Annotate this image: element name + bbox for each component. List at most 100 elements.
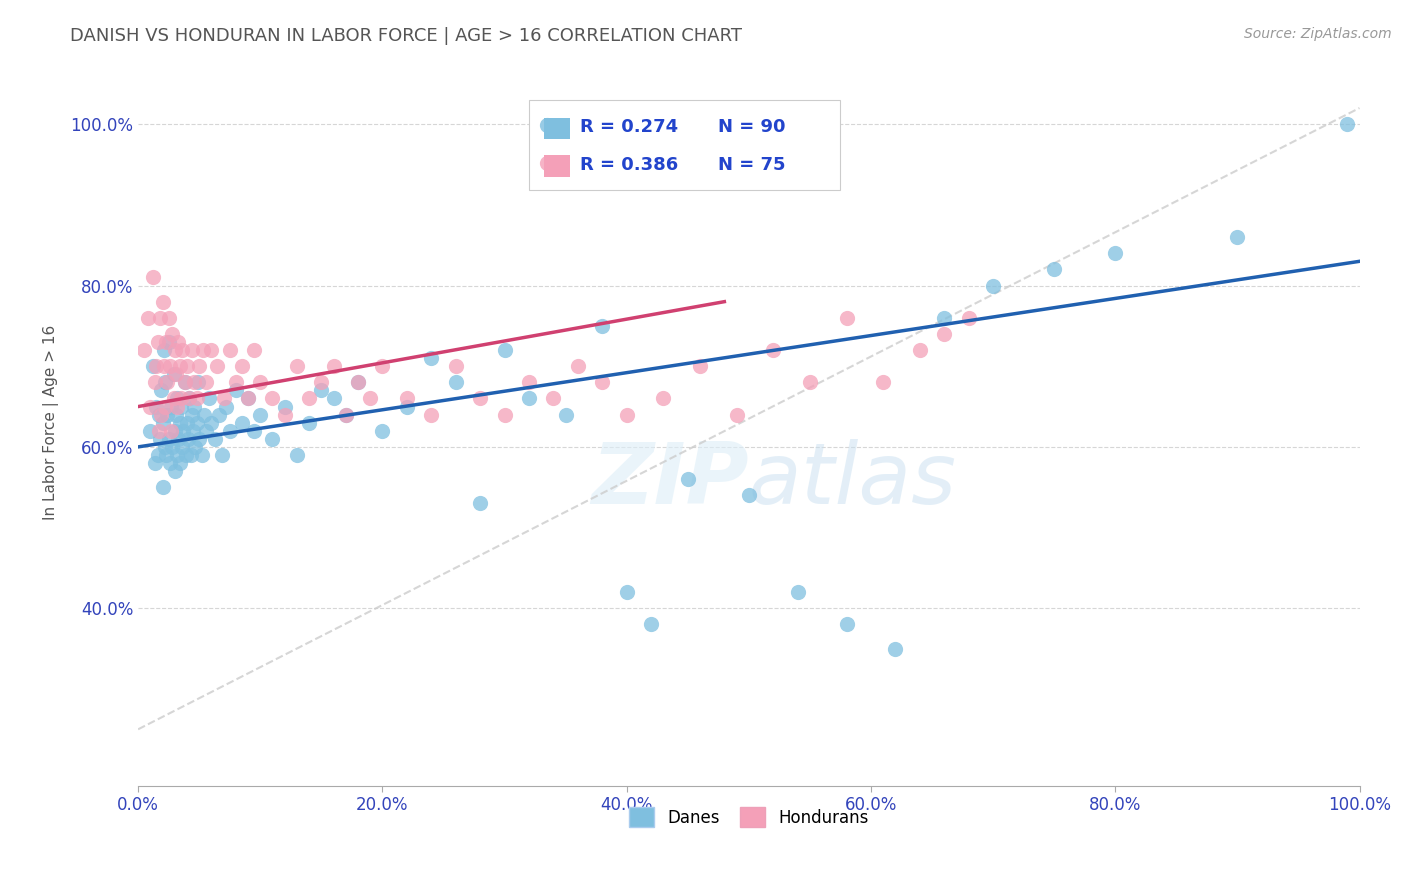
- Point: [335, 408, 357, 422]
- Point: [725, 408, 748, 422]
- Point: [157, 310, 180, 325]
- Y-axis label: In Labor Force | Age > 16: In Labor Force | Age > 16: [44, 325, 59, 520]
- Point: [872, 376, 894, 390]
- Point: [494, 343, 516, 357]
- Point: [762, 343, 785, 357]
- Text: R = 0.274: R = 0.274: [581, 118, 678, 136]
- Point: [249, 408, 271, 422]
- Point: [311, 384, 333, 398]
- Point: [193, 408, 215, 422]
- Point: [1336, 117, 1358, 131]
- Point: [145, 400, 167, 414]
- Point: [347, 376, 370, 390]
- Point: [273, 400, 295, 414]
- Point: [179, 392, 201, 406]
- Point: [169, 456, 191, 470]
- Point: [152, 480, 174, 494]
- Text: DANISH VS HONDURAN IN LABOR FORCE | AGE > 16 CORRELATION CHART: DANISH VS HONDURAN IN LABOR FORCE | AGE …: [70, 27, 742, 45]
- Point: [188, 432, 211, 446]
- Point: [162, 440, 184, 454]
- Point: [187, 376, 209, 390]
- Text: atlas: atlas: [749, 439, 957, 523]
- Point: [167, 334, 190, 349]
- Point: [359, 392, 381, 406]
- Text: N = 75: N = 75: [718, 156, 786, 174]
- Point: [884, 641, 907, 656]
- Point: [152, 294, 174, 309]
- Point: [143, 376, 166, 390]
- Point: [163, 343, 186, 357]
- Point: [170, 440, 193, 454]
- Point: [159, 456, 181, 470]
- Point: [162, 392, 184, 406]
- Point: [198, 392, 221, 406]
- Point: [142, 270, 165, 285]
- Point: [200, 416, 222, 430]
- Point: [786, 585, 808, 599]
- Point: [163, 464, 186, 478]
- FancyBboxPatch shape: [544, 118, 571, 139]
- Point: [298, 392, 321, 406]
- Point: [322, 392, 344, 406]
- Point: [225, 376, 247, 390]
- Point: [311, 376, 333, 390]
- Point: [298, 416, 321, 430]
- Point: [208, 408, 231, 422]
- Point: [517, 392, 540, 406]
- Point: [207, 359, 229, 374]
- Point: [176, 416, 198, 430]
- Point: [420, 351, 443, 366]
- Point: [273, 408, 295, 422]
- Point: [835, 617, 858, 632]
- Point: [420, 408, 443, 422]
- Point: [157, 432, 180, 446]
- Point: [181, 424, 204, 438]
- Point: [236, 392, 259, 406]
- Point: [544, 190, 567, 204]
- Point: [640, 617, 662, 632]
- Point: [166, 392, 188, 406]
- Point: [616, 585, 638, 599]
- Point: [215, 400, 238, 414]
- Point: [591, 318, 613, 333]
- Point: [225, 384, 247, 398]
- Point: [159, 359, 181, 374]
- Point: [554, 408, 576, 422]
- Point: [285, 448, 308, 462]
- Point: [179, 392, 201, 406]
- Point: [150, 408, 173, 422]
- Point: [153, 440, 176, 454]
- Legend: Danes, Hondurans: Danes, Hondurans: [620, 798, 877, 836]
- Point: [170, 400, 193, 414]
- Point: [799, 376, 821, 390]
- Point: [183, 400, 205, 414]
- Point: [908, 343, 931, 357]
- Point: [468, 496, 491, 510]
- Point: [145, 359, 167, 374]
- Point: [444, 376, 467, 390]
- Point: [567, 359, 589, 374]
- Point: [165, 368, 187, 382]
- Point: [1043, 262, 1066, 277]
- Point: [165, 408, 187, 422]
- Point: [204, 432, 226, 446]
- Point: [180, 343, 202, 357]
- Point: [191, 343, 214, 357]
- Point: [162, 368, 184, 382]
- Point: [152, 359, 174, 374]
- Point: [195, 424, 218, 438]
- Point: [676, 472, 699, 486]
- Point: [616, 408, 638, 422]
- Point: [169, 359, 191, 374]
- Point: [186, 416, 208, 430]
- Point: [517, 376, 540, 390]
- Point: [957, 310, 980, 325]
- Point: [981, 278, 1004, 293]
- Point: [172, 424, 194, 438]
- Point: [148, 408, 170, 422]
- Point: [155, 448, 177, 462]
- Point: [243, 424, 266, 438]
- Point: [591, 376, 613, 390]
- Point: [347, 376, 370, 390]
- Point: [163, 424, 186, 438]
